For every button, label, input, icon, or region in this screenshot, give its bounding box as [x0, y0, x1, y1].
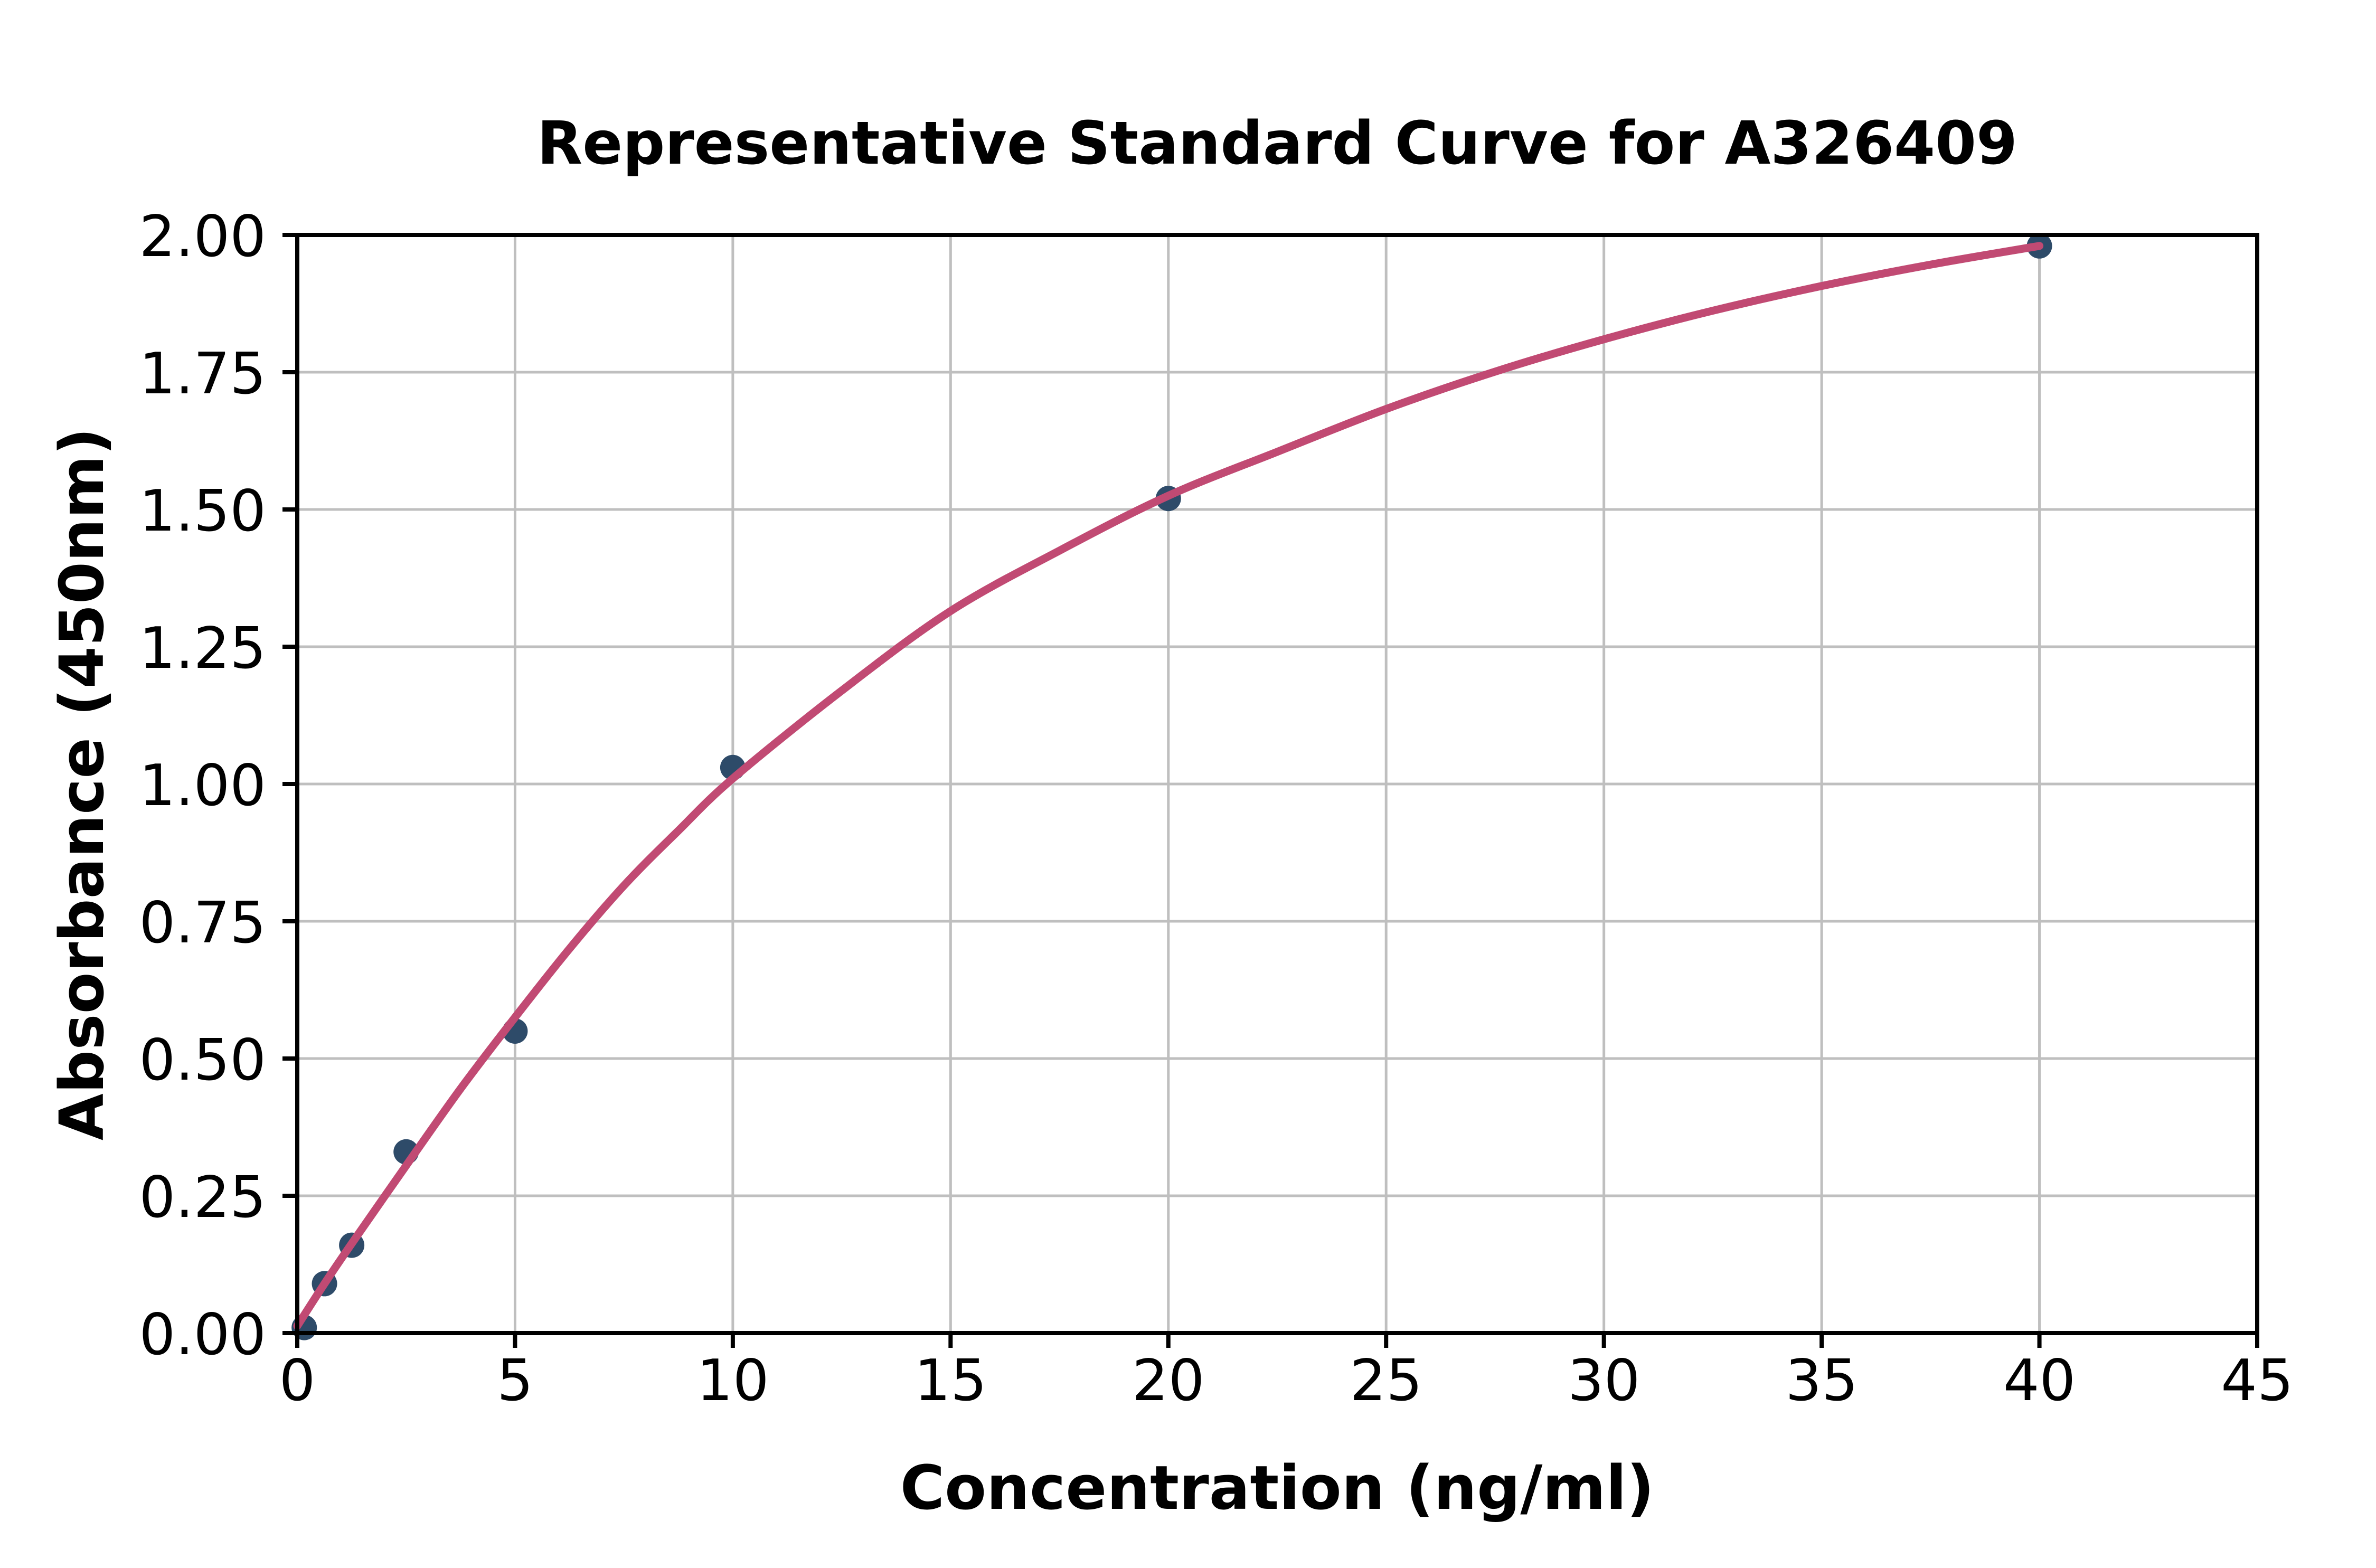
y-tick-label: 1.25 — [139, 616, 266, 682]
axes — [282, 233, 2259, 1348]
y-tick-label: 0.00 — [139, 1302, 266, 1368]
x-tick-label: 40 — [2003, 1348, 2076, 1414]
tick-labels: 0 5 10 15 20 25 30 35 40 45 0.00 0.25 0.50 0.75 1.00 1.… — [139, 204, 2294, 1414]
y-axis-label: Absorbance (450nm) — [47, 428, 118, 1140]
x-tick-label: 20 — [1132, 1348, 1204, 1414]
x-tick-label: 0 — [279, 1348, 316, 1414]
x-tick-label: 30 — [1568, 1348, 1640, 1414]
x-tick-label: 15 — [914, 1348, 987, 1414]
fit-curve-line — [293, 242, 2044, 1330]
x-tick-label: 10 — [696, 1348, 769, 1414]
x-axis-label: Concentration (ng/ml) — [900, 1453, 1654, 1524]
y-tick-label: 0.75 — [139, 890, 266, 956]
x-tick-label: 35 — [1785, 1348, 1858, 1414]
chart-title: Representative Standard Curve for A32640… — [537, 109, 2017, 178]
data-points — [291, 233, 2052, 1340]
fit-curve — [293, 242, 2044, 1330]
y-tick-label: 2.00 — [139, 204, 266, 270]
y-tick-label: 0.25 — [139, 1165, 266, 1231]
gridlines — [296, 233, 2259, 1335]
y-tick-label: 1.50 — [139, 478, 266, 544]
y-tick-label: 1.00 — [139, 753, 266, 819]
x-tick-label: 45 — [2221, 1348, 2293, 1414]
y-tick-label: 0.50 — [139, 1027, 266, 1093]
x-tick-label: 5 — [497, 1348, 533, 1414]
x-tick-label: 25 — [1350, 1348, 1422, 1414]
y-tick-label: 1.75 — [139, 341, 266, 407]
